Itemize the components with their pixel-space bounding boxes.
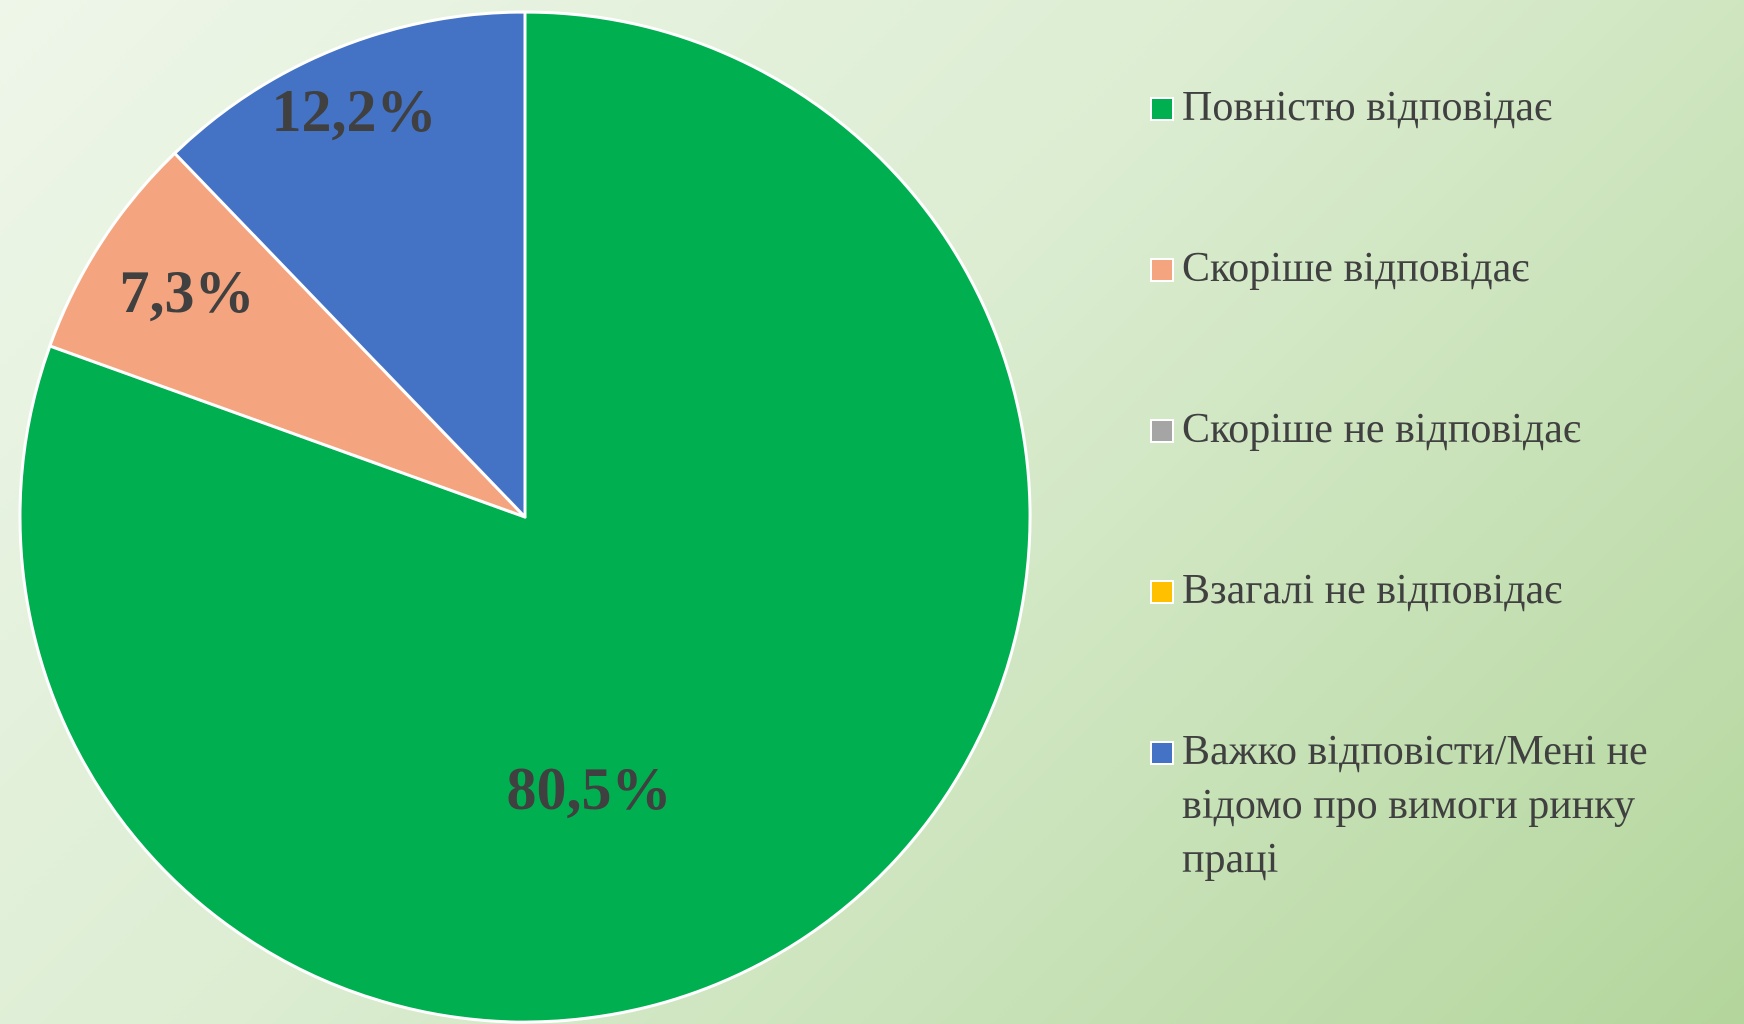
legend-swatch [1150,97,1174,121]
legend-item: Важко відповісти/Мені не відомо про вимо… [1150,724,1730,886]
data-label: 80,5% [507,756,672,822]
data-label: 7,3% [120,259,255,325]
pie-slice [48,151,527,519]
legend-swatch [1150,741,1174,765]
legend-swatch [1150,580,1174,604]
legend-item: Повністю відповідає [1150,80,1730,134]
legend-label: Скоріше не відповідає [1182,406,1581,452]
legend-label: Взагалі не відповідає [1182,567,1563,613]
legend-swatch [1150,419,1174,443]
legend-label: Повністю відповідає [1182,84,1553,130]
legend-item: Скоріше не відповідає [1150,402,1730,456]
legend-item: Скоріше відповідає [1150,241,1730,295]
legend-label: Скоріше відповідає [1182,245,1530,291]
legend: Повністю відповідає Скоріше відповідає Ско… [1150,80,1730,993]
data-label: 12,2% [272,78,437,144]
pie-slice [173,10,527,519]
legend-label: Важко відповісти/Мені не відомо про вимо… [1182,728,1648,882]
legend-item: Взагалі не відповідає [1150,563,1730,617]
legend-swatch [1150,258,1174,282]
